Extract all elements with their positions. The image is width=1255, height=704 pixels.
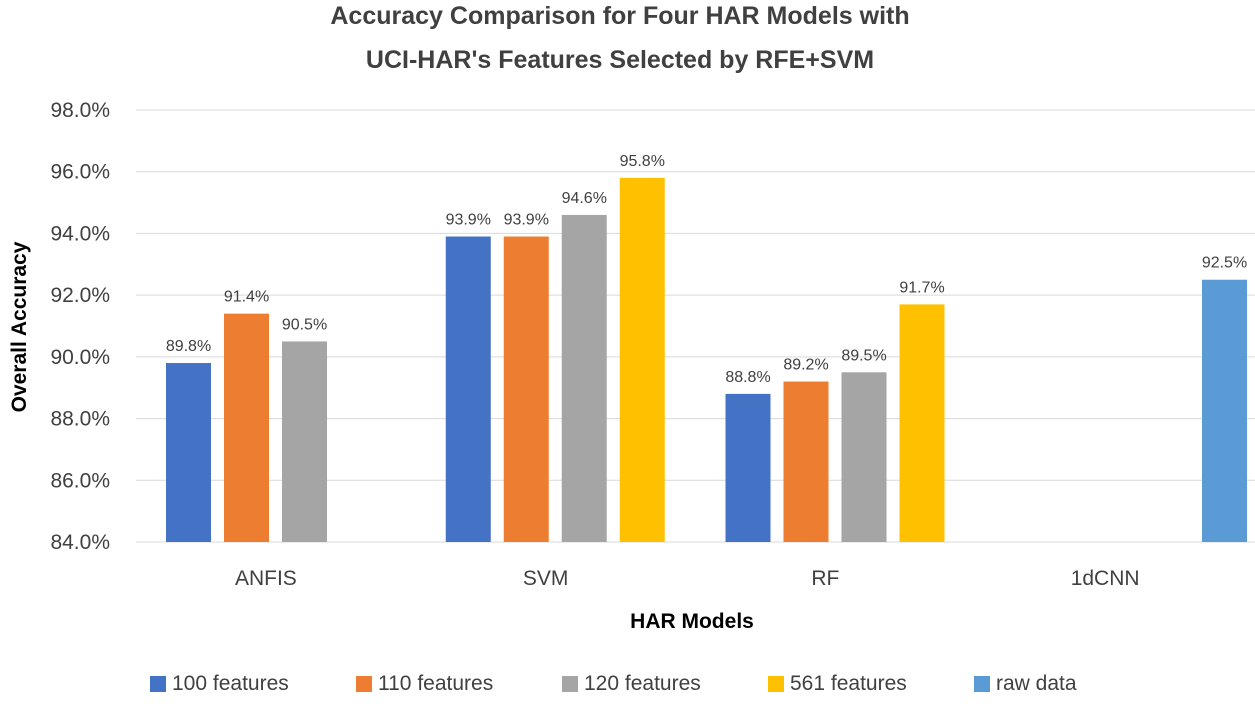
- legend-swatch: [150, 676, 166, 692]
- data-label: 89.2%: [783, 357, 828, 374]
- legend-swatch: [768, 676, 784, 692]
- data-labels: 89.8% 91.4% 90.5% 93.9% 93.9% 94.6% 95.8% 88.8%…: [166, 153, 1247, 386]
- legend-label: 110 features: [378, 672, 493, 695]
- bar-svm-120-features: [561, 214, 607, 542]
- legend-swatch: [974, 676, 990, 692]
- data-label: 90.5%: [282, 316, 327, 333]
- x-category-label: RF: [811, 567, 839, 590]
- y-tick-label: 92.0%: [50, 284, 110, 307]
- legend-label: 100 features: [172, 672, 289, 695]
- data-label: 93.9%: [504, 212, 549, 229]
- data-label: 92.5%: [1202, 255, 1247, 272]
- y-axis-tick-labels: 84.0% 86.0% 88.0% 90.0% 92.0% 94.0% 96.0% 98.0%: [50, 99, 110, 554]
- bar-anfis-120-features: [282, 341, 327, 542]
- x-category-label: 1dCNN: [1071, 567, 1140, 590]
- y-tick-label: 90.0%: [50, 346, 110, 369]
- data-label: 91.4%: [224, 289, 269, 306]
- data-label: 91.7%: [899, 279, 944, 296]
- bar-anfis-100-features: [166, 363, 211, 542]
- chart-title-line-2: UCI-HAR's Features Selected by RFE+SVM: [366, 46, 874, 74]
- chart-title-line-1: Accuracy Comparison for Four HAR Models …: [330, 2, 909, 30]
- y-tick-label: 88.0%: [50, 408, 110, 431]
- chart-title: Accuracy Comparison for Four HAR Models …: [330, 2, 909, 74]
- bar-rf-561-features: [899, 304, 945, 542]
- legend-swatch: [356, 676, 372, 692]
- bar-svm-110-features: [503, 236, 549, 542]
- bars: [166, 177, 1247, 542]
- y-tick-label: 94.0%: [50, 222, 110, 245]
- data-label: 88.8%: [725, 369, 770, 386]
- bar-anfis-110-features: [224, 313, 269, 542]
- bar-rf-110-features: [783, 381, 829, 542]
- x-category-label: SVM: [523, 567, 569, 590]
- legend-label: raw data: [996, 672, 1077, 695]
- bar-rf-120-features: [841, 372, 887, 542]
- data-label: 94.6%: [562, 190, 607, 207]
- data-label: 89.5%: [841, 347, 886, 364]
- legend: 100 features 110 features 120 features 561 …: [150, 672, 1077, 695]
- y-tick-label: 96.0%: [50, 161, 110, 184]
- legend-label: 561 features: [790, 672, 907, 695]
- bar-svm-561-features: [619, 177, 665, 542]
- data-label: 93.9%: [446, 212, 491, 229]
- bar-svm-100-features: [445, 236, 491, 542]
- y-tick-label: 84.0%: [50, 531, 110, 554]
- y-axis-title: Overall Accuracy: [8, 241, 31, 412]
- data-label: 95.8%: [620, 153, 665, 170]
- legend-swatch: [562, 676, 578, 692]
- y-tick-label: 86.0%: [50, 469, 110, 492]
- x-axis-category-labels: ANFIS SVM RF 1dCNN: [235, 567, 1140, 590]
- y-tick-label: 98.0%: [50, 99, 110, 122]
- bar-1dcnn-raw-data: [1202, 279, 1247, 542]
- x-category-label: ANFIS: [235, 567, 297, 590]
- bar-rf-100-features: [725, 393, 771, 542]
- data-label: 89.8%: [166, 338, 211, 355]
- x-axis-title: HAR Models: [630, 610, 754, 633]
- legend-label: 120 features: [584, 672, 701, 695]
